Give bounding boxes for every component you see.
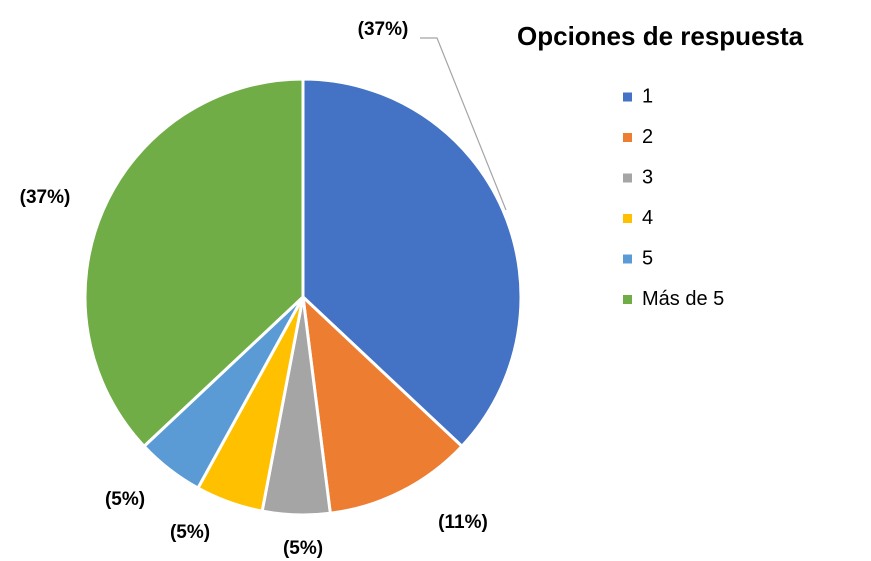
legend-label: 1 xyxy=(642,85,653,107)
pie-slice xyxy=(83,77,305,448)
legend-swatch xyxy=(623,295,632,304)
chart-title: Opciones de respuesta xyxy=(517,21,804,51)
legend-swatch xyxy=(623,173,632,183)
pie-slice xyxy=(301,77,523,448)
leader-line xyxy=(420,37,507,211)
data-label: (11%) xyxy=(438,512,488,533)
legend-label: 5 xyxy=(642,247,653,269)
data-label: (5%) xyxy=(170,522,210,543)
legend-label: Más de 5 xyxy=(642,288,724,310)
legend-label: 4 xyxy=(642,207,653,229)
legend-swatch xyxy=(623,254,632,264)
pie-slice xyxy=(301,295,464,515)
legend-swatch xyxy=(623,133,632,142)
data-label: (5%) xyxy=(283,538,323,559)
data-label: (5%) xyxy=(105,489,145,510)
legend-swatch xyxy=(623,214,632,223)
legend-swatch xyxy=(623,92,632,102)
legend-label: 3 xyxy=(642,166,653,188)
data-label: (37%) xyxy=(358,19,409,40)
data-label: (37%) xyxy=(20,187,71,208)
legend-label: 2 xyxy=(642,126,653,148)
